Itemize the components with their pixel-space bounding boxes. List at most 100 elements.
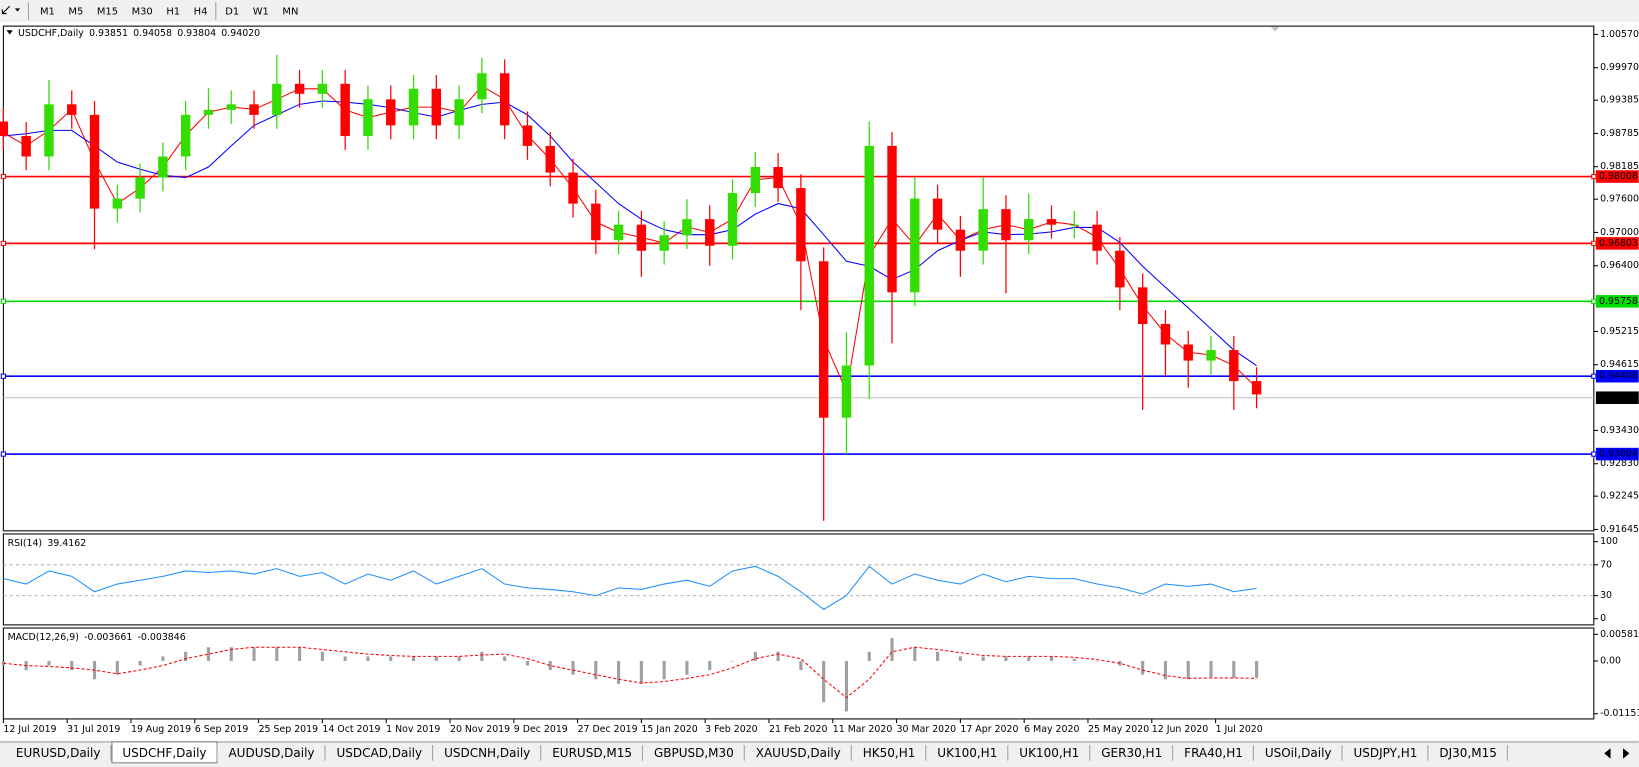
panel-header: USDCHF,Daily 0.93851 0.94058 0.93804 0.94020: [6, 28, 260, 39]
button-label: D1: [225, 6, 239, 17]
chart-tab[interactable]: USDCHF,Daily: [111, 741, 218, 764]
tab-label: XAUUSD,Daily: [756, 746, 841, 760]
x-tick-label: 31 Jul 2019: [67, 724, 120, 735]
level-label-box: [1595, 237, 1639, 250]
timeframe-button[interactable]: H4: [187, 2, 214, 20]
candle-body: [317, 83, 328, 94]
chart-tab[interactable]: USDCNH,Daily: [433, 744, 542, 762]
tab-label: UK100,H1: [1019, 746, 1079, 760]
x-tick-label: 6 May 2020: [1024, 724, 1079, 735]
chart-tab[interactable]: EURUSD,M15: [541, 744, 643, 762]
histogram-bar: [229, 647, 233, 661]
x-tick-label: 12 Jul 2019: [3, 724, 56, 735]
current-price-box: [1595, 391, 1639, 404]
tab-face: [1254, 744, 1342, 762]
chart-tab[interactable]: DJ30,M15: [1428, 744, 1508, 762]
chart-tab[interactable]: UK100,H1: [1008, 744, 1091, 762]
chart-tab[interactable]: EURUSD,Daily: [5, 744, 112, 762]
candle-body: [1046, 219, 1057, 225]
panel-header-text: 0.94058: [133, 28, 172, 39]
chart-tab[interactable]: FRA40,H1: [1173, 744, 1254, 762]
candle-body: [363, 99, 373, 136]
chart-tab[interactable]: GER30,H1: [1090, 744, 1174, 762]
y-tick-label: 0.91645: [1600, 524, 1639, 535]
candle-body: [613, 224, 624, 241]
x-tick-label: 14 Oct 2019: [322, 724, 380, 735]
timeframe-button[interactable]: MN: [276, 2, 305, 20]
chart-tab[interactable]: USDJPY,H1: [1343, 744, 1429, 762]
candle-body: [659, 235, 669, 251]
candle-body: [499, 73, 510, 126]
histogram-bar: [525, 660, 530, 666]
candle-body: [431, 88, 442, 126]
button-face: [160, 2, 187, 20]
histogram-bar: [981, 656, 985, 661]
button-face: [90, 2, 125, 20]
candle-body: [636, 224, 647, 251]
timeframe-button[interactable]: M5: [62, 2, 90, 20]
tab-face: [852, 744, 926, 762]
candle-body: [955, 229, 966, 251]
level-handle: [0, 451, 6, 457]
y-tick-label: 0.99970: [1600, 62, 1639, 73]
tab-label: FRA40,H1: [1184, 746, 1243, 760]
timeframe-button[interactable]: M1: [33, 2, 62, 20]
y-tick-label: 0.97000: [1600, 227, 1639, 238]
x-tick-label: 19 Aug 2019: [131, 724, 191, 735]
panel-header-text: 0.94020: [221, 28, 260, 39]
tab-face: [745, 744, 852, 762]
charts: 1.00570 0.99970 0.99385 0.98785 0.98185 0.976…: [0, 25, 1639, 735]
chart-panel: 1.00570 0.99970 0.99385 0.98785 0.98185 0.976…: [0, 25, 1639, 535]
timeframe-button[interactable]: H1: [160, 2, 187, 20]
level-handle: [1591, 240, 1597, 246]
level-handle: [0, 298, 6, 304]
candle-body: [796, 188, 806, 262]
panel-header-text: -0.003661: [84, 632, 132, 643]
level-label-box: [1595, 170, 1639, 183]
scroll-right[interactable]: [1623, 748, 1630, 759]
y-tick-label: 0.93430: [1600, 425, 1639, 436]
tab-face: [926, 744, 1008, 762]
toolbar-icon[interactable]: [1, 5, 21, 15]
timeframe-button[interactable]: M30: [125, 2, 160, 20]
chart-tab[interactable]: HK50,H1: [852, 744, 927, 762]
tab-face: [1173, 744, 1254, 762]
y-tick-label: 0.97600: [1600, 194, 1639, 205]
candle-body: [386, 99, 396, 126]
candle-body: [249, 104, 259, 115]
histogram-bar: [503, 656, 507, 661]
timeframe-button[interactable]: D1: [218, 2, 246, 20]
candle-body: [727, 193, 738, 246]
panel-header-text: 0.93851: [89, 28, 128, 39]
chart-tab[interactable]: AUDUSD,Daily: [218, 744, 326, 762]
chart-tab[interactable]: USDCAD,Daily: [326, 744, 434, 762]
histogram-bar: [252, 647, 256, 661]
candle-body: [568, 172, 578, 204]
candle-body: [67, 104, 77, 115]
histogram-bar: [389, 656, 393, 661]
button-label: M30: [132, 6, 153, 17]
histogram-bar: [1209, 660, 1213, 678]
histogram-bar: [1141, 660, 1145, 675]
tab-label: EURUSD,Daily: [16, 746, 101, 760]
candle-body: [705, 219, 715, 246]
histogram-bar: [730, 660, 735, 662]
candle-body: [682, 219, 692, 236]
tab-face: [218, 744, 325, 762]
histogram-bar: [799, 660, 803, 671]
scroll-left[interactable]: [1604, 748, 1611, 759]
chart-tab[interactable]: GBPUSD,M30: [643, 744, 745, 762]
level-label-box: [1595, 447, 1639, 461]
level-label: 0.98008: [1599, 171, 1638, 182]
histogram-bar: [685, 660, 689, 675]
chart-tab[interactable]: XAUUSD,Daily: [745, 744, 852, 762]
timeframe-button[interactable]: M15: [90, 2, 125, 20]
x-tick-label: 6 Sep 2019: [195, 724, 249, 735]
candle-body: [1092, 224, 1102, 251]
chart-tab[interactable]: UK100,H1: [926, 744, 1009, 762]
panel-frame: [2, 25, 1595, 532]
level-label: 0.95758: [1599, 296, 1638, 307]
timeframe-button[interactable]: W1: [246, 2, 276, 20]
chart-tab[interactable]: USOil,Daily: [1254, 744, 1343, 762]
histogram-bar: [913, 647, 917, 661]
